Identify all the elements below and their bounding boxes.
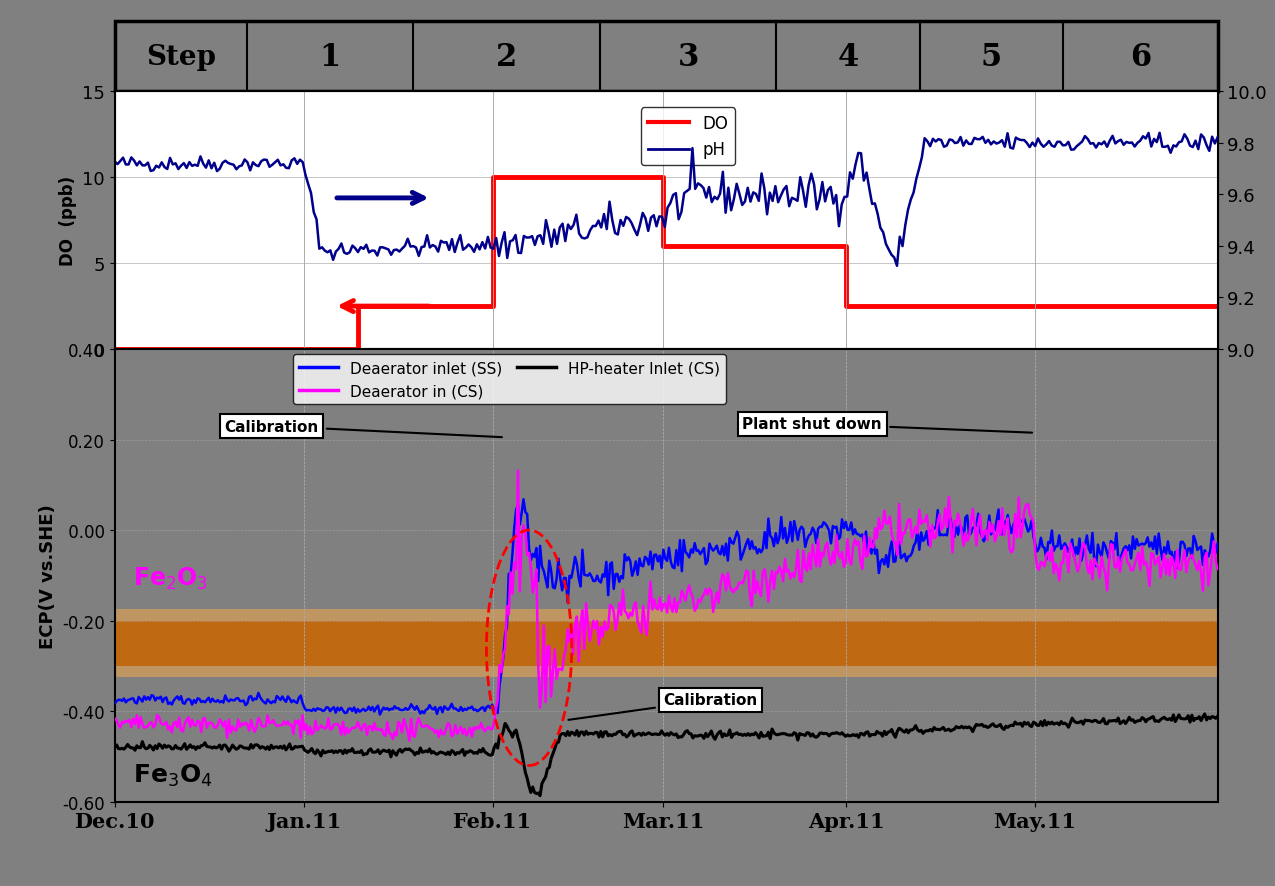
- Legend: Deaerator inlet (SS), Deaerator in (CS), HP-heater Inlet (CS): Deaerator inlet (SS), Deaerator in (CS),…: [293, 355, 725, 405]
- Y-axis label: DO  (ppb): DO (ppb): [59, 176, 76, 266]
- Text: 5: 5: [980, 42, 1002, 73]
- Text: 2: 2: [496, 42, 516, 73]
- Text: Step: Step: [145, 43, 215, 71]
- Text: Calibration: Calibration: [569, 693, 757, 720]
- Text: 1: 1: [319, 42, 340, 73]
- Y-axis label: ECP(V vs.SHE): ECP(V vs.SHE): [38, 503, 56, 648]
- Bar: [115, 666, 1218, 678]
- Text: Plant shut down: Plant shut down: [742, 416, 1031, 433]
- Bar: [115, 621, 1218, 666]
- Text: Fe$_3$O$_4$: Fe$_3$O$_4$: [133, 761, 213, 788]
- Text: 4: 4: [838, 42, 859, 73]
- Bar: [115, 610, 1218, 621]
- Text: 6: 6: [1130, 42, 1151, 73]
- Text: Calibration: Calibration: [224, 419, 502, 438]
- Text: Fe$_2$O$_3$: Fe$_2$O$_3$: [133, 564, 208, 591]
- Text: 3: 3: [677, 42, 699, 73]
- Legend: DO, pH: DO, pH: [641, 108, 736, 166]
